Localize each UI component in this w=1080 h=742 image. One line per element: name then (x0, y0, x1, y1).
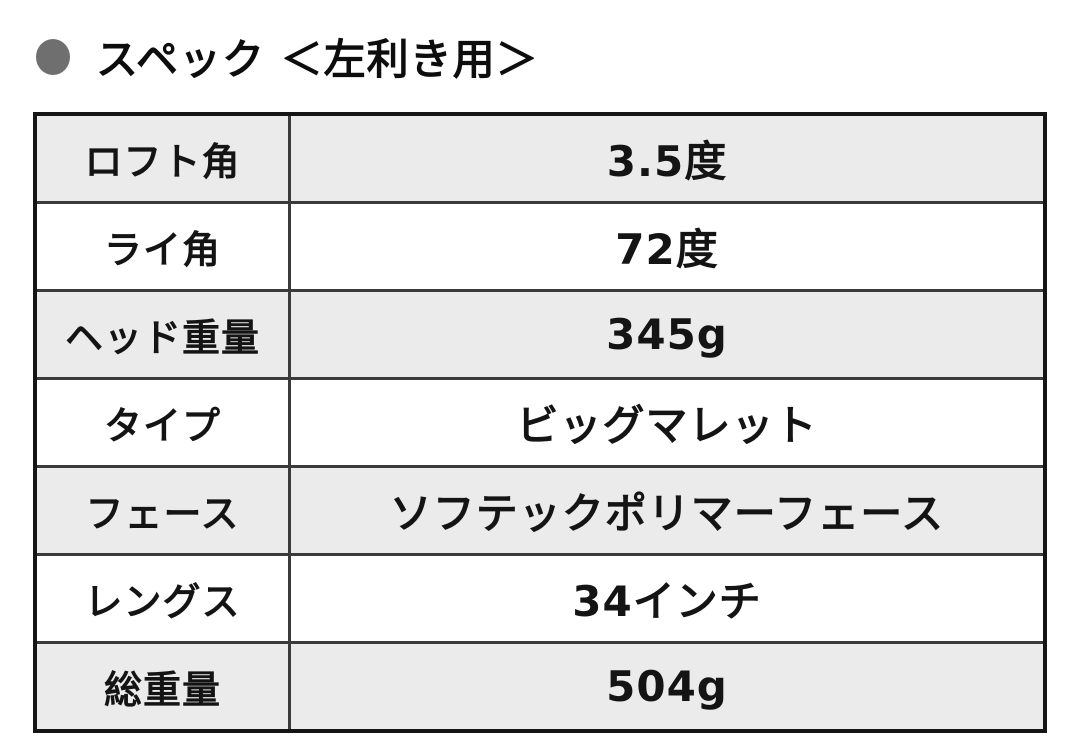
table-row: 総重量 504g (33, 641, 1047, 733)
table-row: ヘッド重量 345g (33, 289, 1047, 380)
table-row: ライ角 72度 (33, 201, 1047, 292)
table-row: フェース ソフテックポリマーフェース (33, 465, 1047, 556)
section-header: スペック ＜左利き用＞ (36, 26, 539, 87)
spec-label: タイプ (33, 377, 291, 468)
spec-value: 34インチ (288, 553, 1047, 644)
table-row: タイプ ビッグマレット (33, 377, 1047, 468)
bullet-icon (36, 38, 70, 75)
spec-value: ソフテックポリマーフェース (288, 465, 1047, 556)
spec-label: ヘッド重量 (33, 289, 291, 380)
spec-value: 72度 (288, 201, 1047, 292)
section-title: スペック ＜左利き用＞ (96, 35, 539, 84)
spec-label: レングス (33, 553, 291, 644)
spec-value: 504g (288, 641, 1047, 733)
spec-label: 総重量 (33, 641, 291, 733)
spec-value: 345g (288, 289, 1047, 380)
table-row: レングス 34インチ (33, 553, 1047, 644)
table-row: ロフト角 3.5度 (33, 112, 1047, 204)
spec-label: ライ角 (33, 201, 291, 292)
spec-table: ロフト角 3.5度 ライ角 72度 ヘッド重量 345g タイプ ビッグマレット… (33, 112, 1047, 733)
spec-label: ロフト角 (33, 112, 291, 204)
spec-value: 3.5度 (288, 112, 1047, 204)
spec-label: フェース (33, 465, 291, 556)
spec-value: ビッグマレット (288, 377, 1047, 468)
